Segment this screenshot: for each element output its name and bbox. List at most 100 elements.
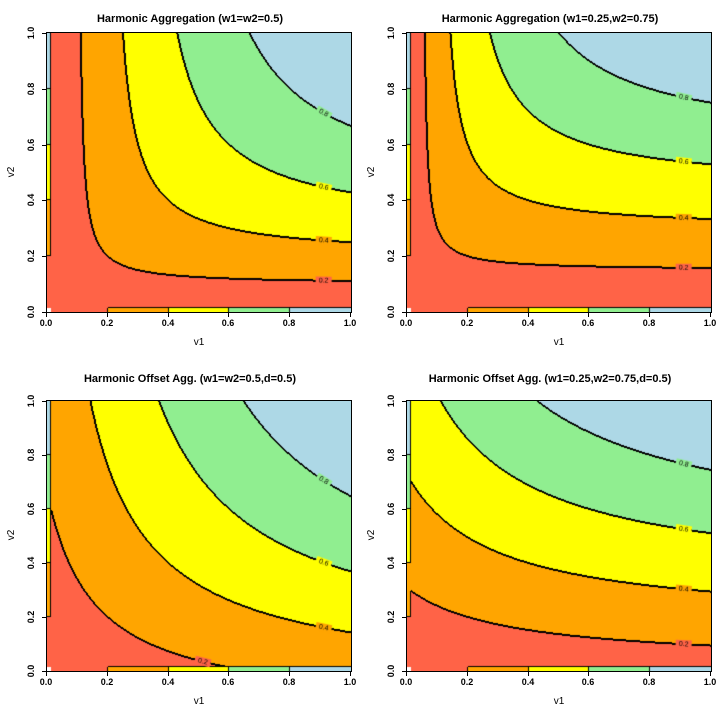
y-tick-label: 0.8	[386, 448, 396, 462]
x-tick-label: 0.6	[581, 677, 595, 687]
x-tick-label: 0.4	[161, 677, 175, 687]
x-tick-mark	[406, 672, 407, 676]
x-tick-label: 0.2	[460, 318, 474, 328]
y-tick-label: 0.2	[26, 610, 36, 624]
x-tick-label: 0.2	[100, 677, 114, 687]
x-tick-label: 0.4	[161, 318, 175, 328]
x-tick-mark	[649, 313, 650, 317]
y-tick-mark	[42, 455, 46, 456]
panel-harmonic-equal-weights: Harmonic Aggregation (w1=w2=0.5) v1 v2 0…	[0, 0, 360, 360]
y-tick-mark	[402, 401, 406, 402]
y-tick-mark	[42, 89, 46, 90]
y-tick-label: 0.0	[26, 305, 36, 319]
x-tick-mark	[350, 313, 351, 317]
y-tick-mark	[42, 200, 46, 201]
x-tick-mark	[350, 672, 351, 676]
panel-title: Harmonic Offset Agg. (w1=0.25,w2=0.75,d=…	[428, 373, 672, 385]
panel-harmonic-offset-unequal-weights: Harmonic Offset Agg. (w1=0.25,w2=0.75,d=…	[360, 360, 720, 720]
y-tick-mark	[42, 509, 46, 510]
y-tick-label: 0.2	[386, 610, 396, 624]
x-axis-label: v1	[193, 337, 205, 348]
y-tick-label: 0.6	[26, 138, 36, 152]
panel-harmonic-unequal-weights: Harmonic Aggregation (w1=0.25,w2=0.75) v…	[360, 0, 720, 360]
x-axis-label: v1	[553, 337, 565, 348]
x-tick-label: 1.0	[703, 677, 717, 687]
y-tick-mark	[402, 33, 406, 34]
y-tick-mark	[42, 256, 46, 257]
x-tick-mark	[289, 313, 290, 317]
x-tick-label: 1.0	[703, 318, 717, 328]
x-tick-mark	[649, 672, 650, 676]
x-tick-label: 0.6	[221, 677, 235, 687]
x-tick-mark	[528, 672, 529, 676]
x-tick-label: 0.0	[399, 677, 413, 687]
y-tick-label: 1.0	[26, 26, 36, 40]
y-tick-mark	[42, 145, 46, 146]
x-tick-label: 0.2	[100, 318, 114, 328]
y-tick-label: 0.6	[386, 502, 396, 516]
y-tick-mark	[402, 200, 406, 201]
x-tick-label: 0.6	[221, 318, 235, 328]
x-axis-label: v1	[193, 696, 205, 707]
x-tick-mark	[710, 672, 711, 676]
y-tick-label: 0.0	[26, 664, 36, 678]
panel-title: Harmonic Aggregation (w1=0.25,w2=0.75)	[441, 13, 659, 25]
y-tick-label: 0.8	[26, 82, 36, 96]
contour-plot-canvas	[47, 33, 351, 312]
y-tick-label: 0.4	[26, 193, 36, 207]
y-tick-label: 1.0	[386, 394, 396, 408]
x-tick-label: 0.8	[642, 318, 656, 328]
x-tick-mark	[467, 313, 468, 317]
y-tick-mark	[402, 671, 406, 672]
x-tick-mark	[228, 672, 229, 676]
x-tick-label: 0.0	[39, 318, 53, 328]
plot-area	[46, 32, 352, 313]
y-tick-label: 1.0	[26, 394, 36, 408]
x-axis-label: v1	[553, 696, 565, 707]
y-tick-mark	[402, 455, 406, 456]
x-tick-mark	[228, 313, 229, 317]
x-tick-label: 0.0	[39, 677, 53, 687]
panel-title: Harmonic Offset Agg. (w1=w2=0.5,d=0.5)	[83, 373, 297, 385]
y-axis-label: v2	[6, 529, 17, 541]
contour-plot-canvas	[407, 33, 711, 312]
y-tick-mark	[402, 145, 406, 146]
y-tick-mark	[402, 563, 406, 564]
x-tick-label: 0.8	[282, 677, 296, 687]
y-tick-label: 0.6	[386, 138, 396, 152]
y-tick-label: 0.8	[386, 82, 396, 96]
y-tick-mark	[42, 563, 46, 564]
y-tick-label: 0.0	[386, 305, 396, 319]
y-tick-label: 0.6	[26, 502, 36, 516]
y-tick-mark	[402, 256, 406, 257]
y-tick-mark	[402, 312, 406, 313]
x-tick-mark	[710, 313, 711, 317]
y-tick-mark	[42, 671, 46, 672]
y-tick-mark	[402, 89, 406, 90]
x-tick-label: 1.0	[343, 677, 357, 687]
x-tick-mark	[168, 313, 169, 317]
x-tick-mark	[588, 672, 589, 676]
panel-harmonic-offset-equal-weights: Harmonic Offset Agg. (w1=w2=0.5,d=0.5) v…	[0, 360, 360, 720]
y-tick-label: 0.2	[26, 249, 36, 263]
x-tick-label: 0.6	[581, 318, 595, 328]
x-tick-mark	[406, 313, 407, 317]
y-axis-label: v2	[6, 166, 17, 177]
panel-title: Harmonic Aggregation (w1=w2=0.5)	[96, 13, 284, 25]
x-tick-mark	[528, 313, 529, 317]
contour-plot-canvas	[407, 401, 711, 671]
x-tick-label: 0.8	[642, 677, 656, 687]
x-tick-label: 1.0	[343, 318, 357, 328]
plot-area	[46, 400, 352, 672]
x-tick-mark	[168, 672, 169, 676]
x-tick-mark	[107, 672, 108, 676]
y-tick-mark	[42, 401, 46, 402]
x-tick-mark	[107, 313, 108, 317]
x-tick-label: 0.2	[460, 677, 474, 687]
y-axis-label: v2	[366, 529, 377, 541]
x-tick-mark	[289, 672, 290, 676]
y-tick-mark	[402, 509, 406, 510]
y-tick-label: 0.8	[26, 448, 36, 462]
y-axis-label: v2	[366, 166, 377, 177]
